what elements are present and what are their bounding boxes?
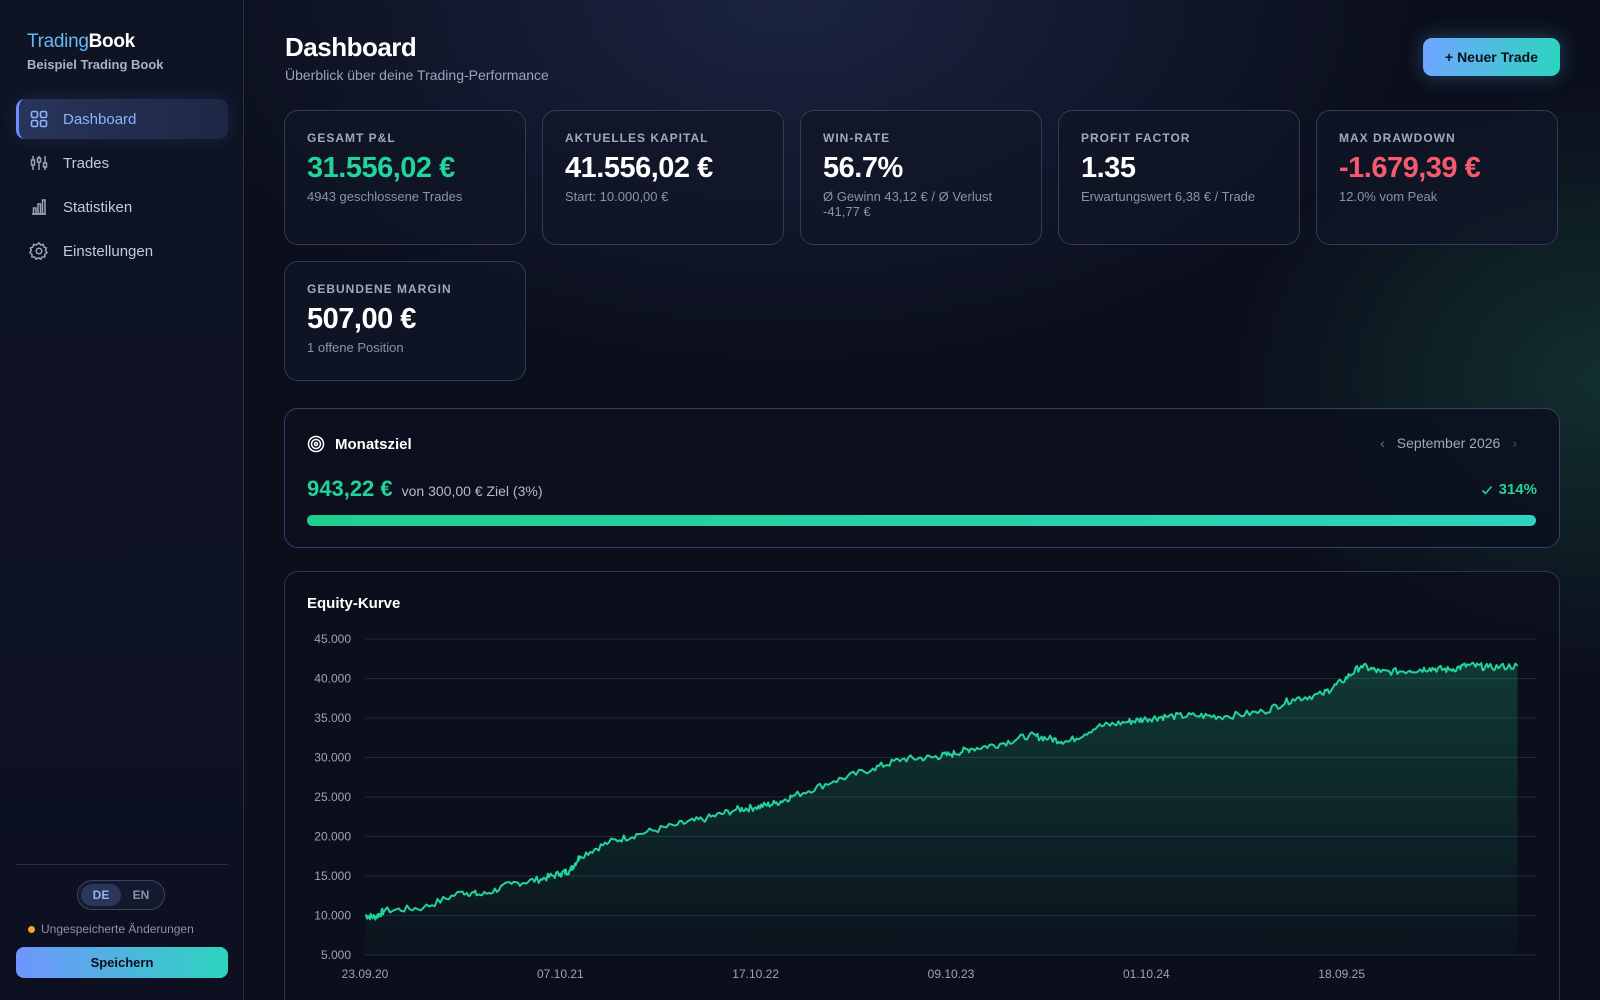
stat-sub: Ø Gewinn 43,12 € / Ø Verlust -41,77 €: [823, 189, 993, 219]
stat-card-win-rate: WIN-RATE 56.7% Ø Gewinn 43,12 € / Ø Verl…: [800, 110, 1042, 245]
book-name: Beispiel Trading Book: [27, 57, 164, 72]
goal-value: 943,22 € von 300,00 € Ziel (3%): [307, 476, 543, 502]
new-trade-button[interactable]: + Neuer Trade: [1423, 38, 1560, 76]
x-tick-label: 23.09.20: [342, 967, 389, 981]
y-tick-label: 15.000: [314, 869, 351, 883]
goal-percent-label: 314%: [1498, 481, 1537, 498]
goal-title: Monatsziel: [335, 435, 412, 453]
x-tick-label: 18.09.25: [1318, 967, 1365, 981]
y-tick-label: 35.000: [314, 711, 351, 725]
warning-dot-icon: [28, 925, 35, 933]
stat-label: AKTUELLES KAPITAL: [565, 131, 709, 145]
x-tick-label: 17.10.22: [732, 967, 779, 981]
stat-sub: Start: 10.000,00 €: [565, 189, 669, 204]
sidebar-item-statistiken[interactable]: Statistiken: [16, 187, 228, 227]
stat-value: 507,00 €: [307, 303, 416, 335]
x-tick-label: 07.10.21: [537, 967, 584, 981]
chart-title: Equity-Kurve: [307, 595, 401, 612]
stat-card-margin: GEBUNDENE MARGIN 507,00 € 1 offene Posit…: [284, 261, 526, 381]
sliders-icon: [29, 153, 49, 173]
stat-value: 31.556,02 €: [307, 152, 455, 184]
stat-value: -1.679,39 €: [1339, 152, 1481, 184]
chevron-right-icon[interactable]: ›: [1512, 435, 1517, 451]
y-tick-label: 5.000: [321, 948, 351, 962]
stat-card-capital: AKTUELLES KAPITAL 41.556,02 € Start: 10.…: [542, 110, 784, 245]
y-tick-label: 45.000: [314, 632, 351, 646]
stat-value: 1.35: [1081, 152, 1136, 184]
stat-label: MAX DRAWDOWN: [1339, 131, 1456, 145]
goal-header: Monatsziel: [307, 435, 412, 453]
goal-percent: 314%: [1480, 481, 1537, 498]
unsaved-text: Ungespeicherte Änderungen: [41, 922, 194, 936]
goal-month: September 2026: [1396, 435, 1501, 451]
sidebar-item-label: Dashboard: [63, 110, 137, 128]
grid-icon: [29, 109, 49, 129]
stat-value: 56.7%: [823, 152, 903, 184]
stat-label: WIN-RATE: [823, 131, 891, 145]
stat-sub: Erwartungswert 6,38 € / Trade: [1081, 189, 1256, 204]
brand-logo[interactable]: TradingBook: [27, 31, 164, 53]
check-icon: [1481, 485, 1492, 495]
language-switch: DE EN: [77, 880, 165, 910]
goal-achieved: 943,22 €: [307, 476, 393, 501]
y-tick-label: 30.000: [314, 751, 351, 765]
brand-name-part2: Book: [88, 31, 136, 52]
unsaved-changes-indicator: Ungespeicherte Änderungen: [28, 922, 194, 936]
sidebar-item-label: Statistiken: [63, 198, 133, 216]
gear-icon: [29, 241, 49, 261]
brand: TradingBook Beispiel Trading Book: [27, 31, 164, 72]
goal-progress-fill: [307, 515, 1536, 526]
page-title: Dashboard: [285, 32, 417, 62]
equity-line: [364, 661, 1519, 921]
equity-chart-card: Equity-Kurve 5.000 10.000 15.000 20.000 25.0…: [284, 571, 1560, 1000]
sidebar-item-label: Einstellungen: [63, 242, 154, 260]
sidebar-divider: [16, 864, 228, 865]
lang-en-button[interactable]: EN: [132, 888, 150, 902]
main-content: Dashboard Überblick über deine Trading-P…: [245, 0, 1600, 1000]
monthly-goal-card: Monatsziel ‹ September 2026 › 943,22 € v…: [284, 408, 1560, 548]
stat-value: 41.556,02 €: [565, 152, 713, 184]
month-navigator: ‹ September 2026 ›: [1368, 435, 1529, 451]
stat-label: PROFIT FACTOR: [1081, 131, 1191, 145]
stat-sub: 1 offene Position: [307, 340, 404, 355]
stat-label: GEBUNDENE MARGIN: [307, 282, 452, 296]
brand-name-part1: Trading: [27, 31, 89, 52]
stat-sub: 4943 geschlossene Trades: [307, 189, 463, 204]
stat-sub: 12.0% vom Peak: [1339, 189, 1438, 204]
sidebar-nav: Dashboard Trades Statistiken Einstellung…: [16, 99, 228, 275]
goal-target-text: von 300,00 € Ziel (3%): [401, 483, 543, 499]
stat-card-max-drawdown: MAX DRAWDOWN -1.679,39 € 12.0% vom Peak: [1316, 110, 1558, 245]
sidebar-item-trades[interactable]: Trades: [16, 143, 228, 183]
sidebar-item-dashboard[interactable]: Dashboard: [16, 99, 228, 139]
sidebar: TradingBook Beispiel Trading Book Dashbo…: [0, 0, 244, 1000]
save-button[interactable]: Speichern: [16, 947, 228, 978]
sidebar-item-einstellungen[interactable]: Einstellungen: [16, 231, 228, 271]
target-icon: [307, 435, 325, 453]
y-tick-label: 10.000: [314, 909, 351, 923]
equity-chart: 5.000 10.000 15.000 20.000 25.000 30.000 35.00…: [314, 632, 1537, 981]
lang-de-button[interactable]: DE: [81, 884, 121, 906]
chevron-left-icon[interactable]: ‹: [1380, 435, 1385, 451]
x-tick-label: 01.10.24: [1123, 967, 1170, 981]
equity-area: [365, 662, 1518, 955]
stat-card-total-pnl: GESAMT P&L 31.556,02 € 4943 geschlossene…: [284, 110, 526, 245]
goal-progress-bar: [307, 515, 1536, 526]
stat-card-profit-factor: PROFIT FACTOR 1.35 Erwartungswert 6,38 €…: [1058, 110, 1300, 245]
bar-chart-icon: [29, 197, 49, 217]
y-tick-label: 25.000: [314, 790, 351, 804]
page-subtitle: Überblick über deine Trading-Performance: [285, 67, 549, 83]
y-tick-label: 20.000: [314, 830, 351, 844]
y-tick-label: 40.000: [314, 672, 351, 686]
stat-label: GESAMT P&L: [307, 131, 396, 145]
sidebar-item-label: Trades: [63, 154, 110, 172]
x-tick-label: 09.10.23: [928, 967, 975, 981]
